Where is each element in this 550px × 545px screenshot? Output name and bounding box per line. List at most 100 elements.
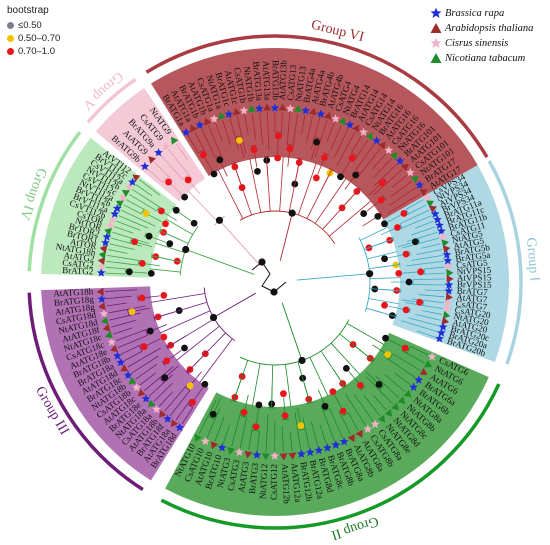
branch [370, 278, 401, 279]
bootstrap-dot [162, 220, 169, 227]
species-label: Arabidopsis thaliana [445, 23, 533, 34]
branch [364, 239, 393, 250]
bootstrap-dot [282, 412, 289, 419]
bootstrap-dot [381, 255, 388, 262]
bootstrap-dot [147, 328, 154, 335]
bootstrap-dot [141, 343, 148, 350]
yellow-dot-icon [7, 35, 14, 42]
legend-label: ≤0.50 [18, 20, 42, 31]
bootstrap-dot [297, 422, 304, 429]
bootstrap-dot [216, 157, 223, 164]
bootstrap-dot [191, 220, 198, 227]
bootstrap-dot [280, 390, 287, 397]
branch [289, 159, 300, 213]
bootstrap-dot [394, 224, 401, 231]
bootstrap-dot [129, 308, 136, 315]
root-branch [252, 262, 286, 292]
bootstrap-dot [160, 334, 167, 341]
branch [413, 279, 445, 280]
bootstrap-dot [395, 270, 402, 277]
bootstrap-dot [185, 177, 192, 184]
bootstrap-dot [374, 213, 381, 220]
species-item-cisrus: Cisrus sinensis [430, 37, 508, 49]
species-item-arabidopsis: Arabidopsis thaliana [430, 22, 533, 34]
bootstrap-dot [275, 133, 282, 140]
bootstrap-dot [406, 279, 413, 286]
bootstrap-dot [160, 292, 167, 299]
branch [282, 303, 302, 361]
bootstrap-dot [416, 299, 423, 306]
branch [297, 274, 370, 280]
bootstrap-dot [349, 155, 356, 162]
legend-label: 0.70–1.0 [18, 46, 55, 57]
species-label: Cisrus sinensis [445, 38, 508, 49]
branch [166, 219, 193, 235]
bootstrap-dot [139, 295, 146, 302]
species-label: Nicotiana tabacum [445, 53, 525, 64]
bootstrap-dot [201, 381, 208, 388]
bootstrap-dot [412, 238, 419, 245]
bootstrap-dot [313, 175, 320, 182]
bootstrap-dot [343, 365, 350, 372]
branch [280, 156, 284, 211]
branch [252, 364, 260, 406]
branch [298, 362, 310, 403]
bootstrap-dot [182, 246, 189, 253]
bootstrap-dot [148, 270, 155, 277]
bootstrap-dot [166, 240, 173, 247]
branch [219, 220, 260, 265]
pink-star-icon [430, 37, 442, 49]
bootstrap-dot [200, 151, 207, 158]
bootstrap-dot [270, 288, 277, 295]
bootstrap-dot [256, 402, 263, 409]
bootstrap-dot [366, 270, 373, 277]
bootstrap-dot [236, 137, 243, 144]
bootstrap-dot [241, 409, 248, 416]
bootstrap-dot [352, 172, 359, 179]
branch [266, 156, 270, 211]
species-item-nicotiana: Nicotiana tabacum [430, 52, 525, 64]
bootstrap-dot [321, 154, 328, 161]
branch [234, 360, 248, 401]
bootstrap-dot [146, 233, 153, 240]
branch [315, 178, 346, 223]
bootstrap-dot [165, 179, 172, 186]
branch [321, 351, 345, 387]
bootstrap-dot [417, 268, 424, 275]
bootstrap-dot [216, 217, 223, 224]
bootstrap-dot [286, 145, 293, 152]
bootstrap-dot [253, 423, 260, 430]
branch [151, 293, 205, 302]
bootstrap-dot [360, 210, 367, 217]
branch [329, 201, 371, 237]
red-dot-icon [7, 48, 14, 55]
bootstrap-dot [401, 210, 408, 217]
bootstrap-dot [211, 171, 218, 178]
bootstrap-dot [403, 306, 410, 313]
legend-item-low: ≤0.50 [7, 20, 42, 31]
branch [285, 364, 290, 407]
bootstrap-legend-title: bootstrap [7, 5, 49, 16]
bootstrap-dot [189, 399, 196, 406]
branch [176, 326, 219, 360]
bootstrap-dot [187, 382, 194, 389]
branch [218, 170, 243, 219]
branch [186, 250, 255, 275]
species-label: Brassica rapa [445, 8, 504, 19]
bootstrap-dot [289, 210, 296, 217]
bootstrap-dot [210, 314, 217, 321]
green-triangle-icon [430, 52, 442, 64]
bootstrap-dot [173, 207, 180, 214]
bootstrap-dot [163, 358, 170, 365]
bootstrap-dot [322, 403, 329, 410]
branch [340, 334, 374, 361]
legend-item-high: 0.70–1.0 [7, 46, 55, 57]
bootstrap-dot [403, 251, 410, 258]
bootstrap-dot [126, 268, 133, 275]
bootstrap-dot [384, 351, 391, 358]
legend-item-mid: 0.50–0.70 [7, 33, 60, 44]
bootstrap-dot [381, 220, 388, 227]
bootstrap-dot [258, 258, 265, 265]
bootstrap-dot [382, 335, 389, 342]
leaf-label: CsATG12 [269, 464, 279, 500]
